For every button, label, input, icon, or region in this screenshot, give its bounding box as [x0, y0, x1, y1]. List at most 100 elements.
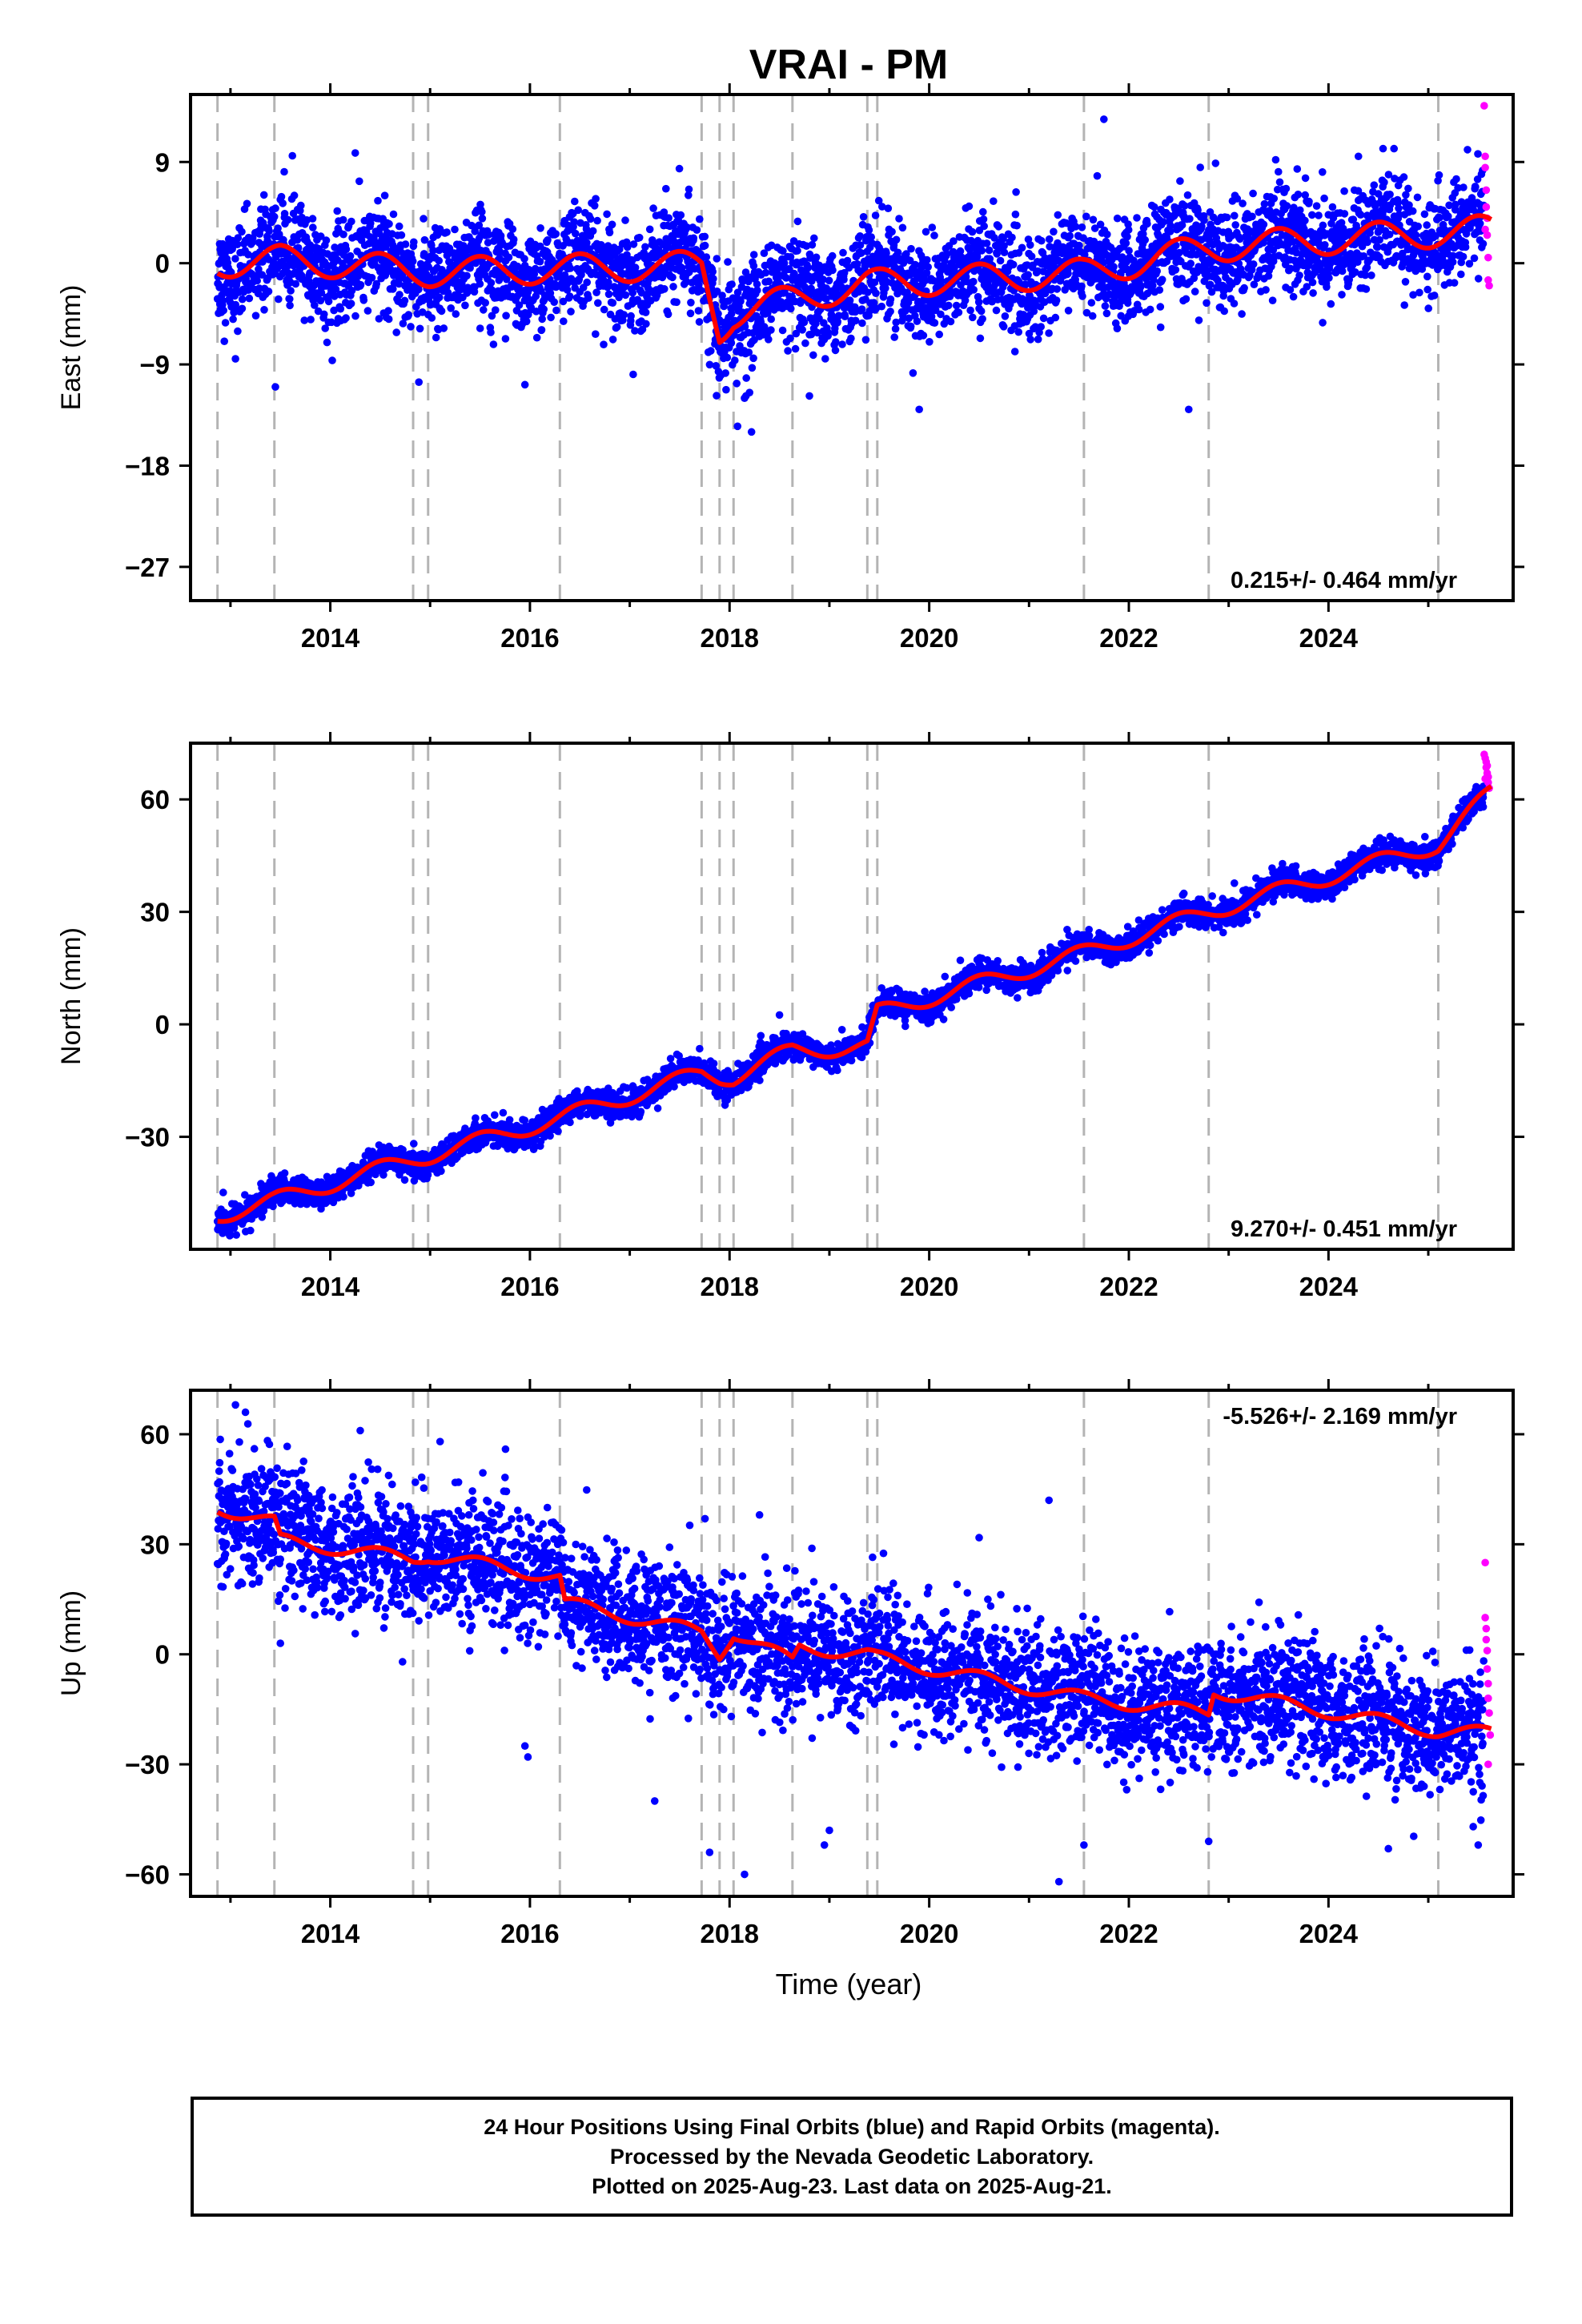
- east-point: [958, 253, 966, 261]
- east-rapid-point: [1482, 203, 1491, 211]
- east-point: [1462, 230, 1471, 238]
- east-point: [435, 256, 443, 265]
- east-point: [1248, 212, 1256, 221]
- east-point: [1154, 231, 1162, 240]
- east-point: [1445, 201, 1453, 210]
- east-point: [1411, 231, 1420, 239]
- east-point: [566, 264, 575, 272]
- east-point: [592, 195, 600, 203]
- east-point: [961, 296, 970, 305]
- east-point: [709, 275, 717, 283]
- east-point: [911, 260, 919, 269]
- east-point: [1367, 271, 1375, 279]
- east-point: [286, 301, 294, 310]
- east-point: [631, 263, 640, 271]
- east-point: [977, 307, 986, 316]
- east-point: [1268, 296, 1277, 305]
- east-point: [749, 354, 757, 363]
- east-point: [307, 316, 315, 324]
- east-point: [707, 347, 715, 355]
- east-point: [921, 227, 930, 236]
- east-point: [786, 334, 794, 343]
- east-point: [1000, 248, 1009, 257]
- east-point: [1110, 263, 1118, 271]
- east-point: [892, 318, 900, 327]
- east-point: [1153, 267, 1161, 275]
- east-point: [620, 311, 628, 319]
- east-point: [930, 231, 938, 239]
- east-point: [888, 227, 896, 236]
- east-point: [923, 255, 931, 264]
- chart-title: VRAI - PM: [749, 42, 948, 88]
- east-point: [1312, 202, 1321, 210]
- east-point: [603, 210, 611, 219]
- east-point: [359, 296, 368, 304]
- east-point: [733, 380, 741, 388]
- east-point: [1448, 258, 1457, 267]
- east-point: [722, 385, 730, 394]
- east-point: [1231, 221, 1239, 229]
- east-point: [801, 339, 809, 348]
- east-point: [853, 259, 861, 268]
- east-point: [1424, 304, 1432, 312]
- north-point: [220, 1208, 229, 1216]
- east-point: [631, 327, 639, 335]
- east-x-tick-label: 2020: [900, 623, 958, 653]
- east-rapid-point: [1484, 253, 1492, 262]
- east-point: [244, 251, 252, 259]
- east-point: [804, 263, 813, 272]
- east-point: [322, 236, 331, 244]
- east-point: [408, 257, 417, 266]
- east-point: [1008, 233, 1016, 242]
- east-point: [484, 231, 493, 239]
- east-point: [903, 288, 911, 297]
- east-point: [367, 219, 375, 227]
- east-point: [1143, 219, 1151, 228]
- east-point: [834, 312, 843, 320]
- east-point: [532, 292, 540, 300]
- east-y-tick-label: −18: [125, 451, 170, 480]
- east-point: [825, 276, 833, 285]
- east-point: [231, 255, 239, 263]
- north-point: [269, 1202, 277, 1211]
- east-x-tick-label: 2016: [500, 623, 559, 653]
- east-point: [741, 268, 750, 276]
- east-point: [895, 215, 903, 223]
- east-point: [831, 346, 840, 355]
- east-point: [339, 230, 347, 239]
- east-point: [662, 184, 670, 193]
- east-point: [913, 317, 921, 325]
- east-point: [1264, 271, 1273, 280]
- east-point: [1361, 271, 1370, 279]
- east-point: [1139, 230, 1147, 238]
- east-point: [1045, 329, 1053, 337]
- east-point: [404, 311, 413, 319]
- east-point: [1474, 275, 1483, 283]
- east-point: [1230, 300, 1239, 308]
- east-point: [966, 306, 974, 315]
- east-point: [400, 296, 409, 305]
- east-point: [1136, 283, 1145, 292]
- east-point: [1296, 206, 1304, 215]
- east-point: [355, 177, 363, 186]
- east-point: [727, 339, 736, 348]
- east-point: [401, 240, 410, 248]
- east-point: [753, 286, 761, 295]
- panel-east: 2014 2016 2018 2020 2022 2024 90−9−18−27 East…: [56, 83, 1524, 653]
- east-point: [593, 216, 601, 225]
- east-point: [870, 278, 879, 287]
- east-point: [696, 215, 704, 223]
- east-point: [1345, 275, 1353, 284]
- east-point: [503, 275, 511, 283]
- east-point: [600, 340, 608, 349]
- east-point: [847, 334, 855, 343]
- east-point: [612, 323, 621, 332]
- east-point: [1064, 307, 1073, 315]
- east-point: [1286, 286, 1295, 294]
- east-point: [1295, 271, 1303, 279]
- east-point: [952, 301, 961, 310]
- east-point: [233, 240, 242, 249]
- east-point: [1363, 238, 1371, 247]
- east-point: [945, 301, 953, 310]
- east-point: [488, 312, 496, 320]
